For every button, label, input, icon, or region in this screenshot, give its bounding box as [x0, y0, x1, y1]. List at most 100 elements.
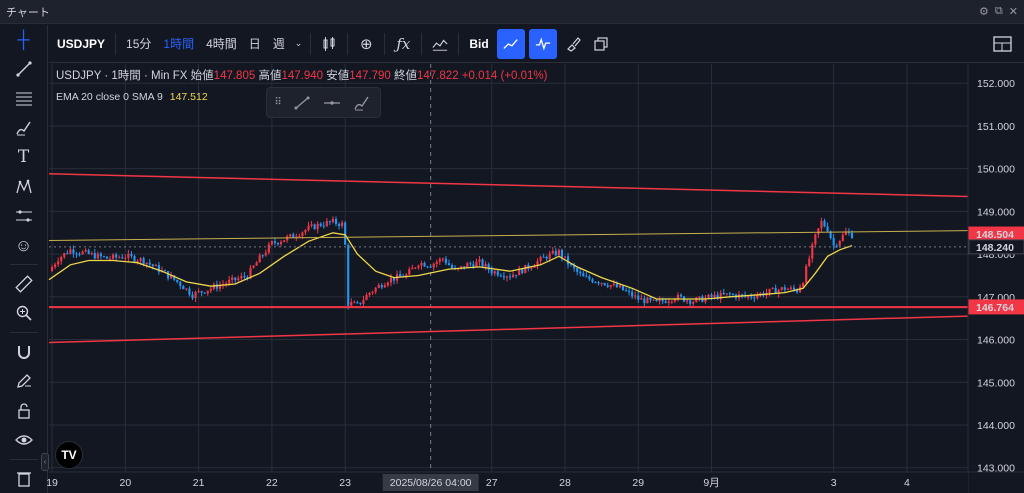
popout-icon[interactable]: ⧉ — [994, 5, 1003, 17]
interval-day-button[interactable]: 日 — [248, 37, 261, 51]
candle-body — [817, 228, 820, 235]
price-label: 148.240 — [968, 239, 1024, 255]
candle — [118, 255, 121, 259]
candle — [631, 288, 634, 299]
candle — [276, 242, 280, 247]
drag-handle-icon[interactable]: ⠿ — [274, 97, 282, 108]
candle-body — [499, 275, 502, 277]
price-type-button[interactable]: Bid — [469, 36, 489, 51]
candle — [298, 233, 301, 238]
emoji-icon[interactable]: ☺ — [14, 235, 33, 255]
magnet-icon[interactable] — [6, 337, 42, 366]
candle — [63, 252, 66, 259]
x-tick-label: 29 — [632, 477, 644, 489]
candle-body — [316, 223, 319, 230]
prediction-tool-icon[interactable] — [6, 201, 42, 230]
trend-line-tool-icon[interactable] — [496, 28, 525, 59]
interval-4h-button[interactable]: 4時間 — [206, 37, 237, 51]
settings-icon[interactable]: ⚙ — [979, 6, 989, 18]
candle-body — [399, 274, 402, 277]
candle-body — [50, 266, 54, 272]
symbol-search-button[interactable]: USDJPY — [57, 36, 106, 51]
candle — [334, 216, 338, 227]
price-label-text: 148.504 — [976, 229, 1014, 241]
candle — [75, 251, 78, 258]
pulse-tool-icon[interactable] — [528, 28, 557, 59]
candle-body — [628, 290, 631, 292]
interval-week-button[interactable]: 週 — [272, 37, 285, 51]
candle-body — [536, 261, 539, 267]
text-tool-icon[interactable]: T — [17, 147, 30, 168]
candle-body — [411, 267, 414, 270]
horizontal-ray-icon[interactable] — [321, 95, 343, 111]
candle — [188, 286, 191, 297]
crosshair-cursor-icon[interactable]: ┼ — [17, 29, 30, 49]
fib-retracement-icon[interactable] — [6, 84, 42, 113]
candle — [783, 284, 786, 293]
snapshot-copy-icon[interactable] — [587, 29, 615, 59]
candle-body — [368, 292, 371, 295]
candle — [450, 263, 454, 269]
candle-body — [472, 264, 475, 268]
trend-line-icon[interactable] — [6, 54, 42, 83]
candle-body — [212, 284, 215, 289]
candle — [200, 290, 203, 297]
layout-select-icon[interactable] — [988, 29, 1018, 59]
candle-body — [832, 238, 835, 246]
hide-drawings-eye-icon[interactable] — [6, 425, 42, 454]
indicators-fx-icon[interactable]: ƒx — [396, 34, 411, 53]
trend-line — [48, 230, 969, 241]
legend-interval: 1時間 — [111, 70, 141, 82]
candle — [377, 282, 380, 289]
candle-body — [646, 297, 649, 304]
interval-1h-button[interactable]: 1時間 — [163, 37, 195, 51]
candle — [255, 261, 258, 266]
candle — [484, 261, 487, 271]
candle — [182, 285, 185, 290]
candle-body — [319, 223, 322, 226]
candle — [447, 259, 451, 266]
close-icon[interactable]: ✕ — [1008, 6, 1018, 18]
trash-icon[interactable] — [6, 464, 42, 493]
candle — [356, 300, 359, 304]
candle — [136, 259, 139, 265]
indicator-legend[interactable]: EMA 20 close 0 SMA 9 147.512 — [56, 91, 547, 103]
candle — [499, 273, 502, 278]
candle-body — [341, 222, 344, 227]
candle — [481, 258, 484, 269]
pattern-tool-icon[interactable] — [6, 172, 42, 201]
candle-body — [295, 236, 298, 238]
interval-more-chevron-icon[interactable]: ⌄ — [294, 38, 303, 48]
candle-body — [573, 265, 576, 269]
trend-line-icon[interactable] — [291, 95, 313, 111]
candle — [258, 253, 261, 263]
candle-body — [692, 302, 695, 304]
collapse-toolbar-chevron-icon[interactable]: ‹ — [41, 453, 49, 471]
templates-icon[interactable] — [426, 29, 454, 59]
brush-draw-icon[interactable] — [351, 95, 373, 111]
candle-body — [841, 234, 844, 241]
candle — [157, 261, 160, 275]
lock-drawings-icon[interactable] — [6, 396, 42, 425]
y-tick-label: 149.000 — [977, 206, 1015, 218]
brush-icon[interactable] — [559, 29, 587, 59]
candle-body — [304, 229, 307, 233]
ruler-measure-icon[interactable] — [6, 269, 42, 298]
candle — [774, 284, 777, 294]
candle-body — [218, 285, 222, 289]
candle-style-icon[interactable] — [315, 29, 343, 59]
candle-body — [283, 240, 286, 242]
tradingview-logo-icon[interactable]: TV — [55, 441, 83, 469]
candle-body — [673, 299, 676, 302]
candle-body — [814, 234, 817, 245]
candle — [392, 277, 396, 285]
compare-add-icon[interactable]: ⊕ — [360, 35, 373, 53]
toolbar-divider — [347, 32, 349, 55]
zoom-in-icon[interactable] — [6, 299, 42, 328]
brush-draw-icon[interactable] — [6, 113, 42, 142]
candle-body — [731, 294, 734, 296]
interval-15m-button[interactable]: 15分 — [126, 37, 152, 51]
candle — [124, 254, 127, 263]
stay-drawing-mode-icon[interactable] — [6, 366, 42, 395]
